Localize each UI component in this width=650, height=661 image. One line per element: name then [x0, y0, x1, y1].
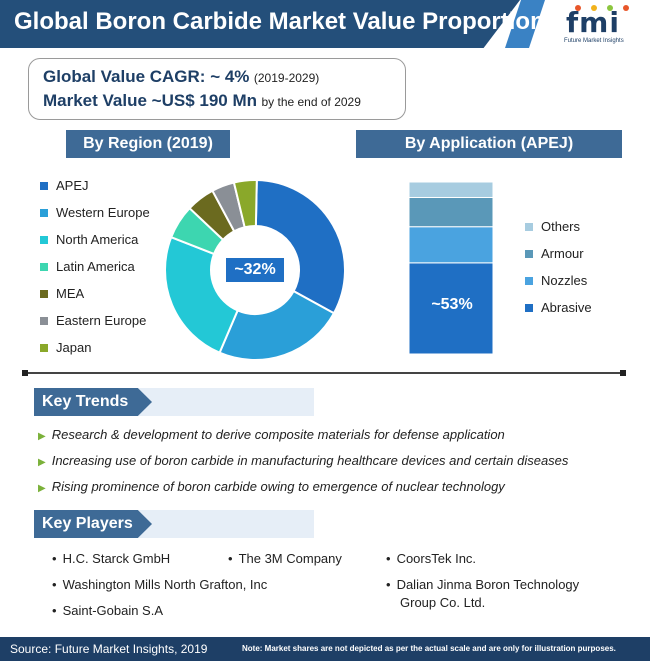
- header: Global Boron Carbide Market Value Propor…: [0, 0, 650, 48]
- footer: Source: Future Market Insights, 2019 Not…: [0, 637, 650, 661]
- legend-label: MEA: [56, 286, 85, 301]
- legend-label: Others: [541, 219, 581, 234]
- legend-swatch: [525, 276, 533, 285]
- bar-segment-nozzles: [408, 226, 494, 264]
- logo-dots-icon: [575, 5, 629, 11]
- player-item: • Washington Mills North Grafton, Inc: [52, 577, 268, 592]
- donut-center-label: ~32%: [226, 258, 284, 282]
- trend-item: ▶ Research & development to derive compos…: [38, 427, 505, 442]
- legend-label: Nozzles: [541, 273, 588, 288]
- legend-label: Eastern Europe: [56, 313, 147, 328]
- logo-subtitle: Future Market Insights: [564, 38, 624, 44]
- footer-source: Source: Future Market Insights, 2019: [10, 642, 208, 656]
- player-item: • Saint-Gobain S.A: [52, 603, 164, 618]
- legend-label: Armour: [541, 246, 584, 261]
- legend-swatch: [40, 181, 48, 190]
- trend-item: ▶ Increasing use of boron carbide in manu…: [38, 453, 569, 468]
- player-item: • The 3M Company: [228, 551, 342, 566]
- legend-item-eastern-europe: Eastern Europe: [40, 313, 146, 328]
- legend-item-nozzles: Nozzles: [525, 273, 587, 288]
- legend-item-armour: Armour: [525, 246, 584, 261]
- legend-swatch: [525, 249, 533, 258]
- bar-center-label: ~53%: [431, 296, 473, 313]
- donut-slice-apej: [254, 178, 346, 315]
- bar-segment-abrasive: [408, 262, 494, 355]
- logo-text: fmi: [566, 6, 620, 39]
- market-line: Market Value ~US$ 190 Mn by the end of 2…: [43, 91, 361, 111]
- legend-label: Abrasive: [541, 300, 592, 315]
- region-donut-chart: [164, 178, 346, 361]
- divider-end-left: [22, 370, 28, 376]
- legend-item-abrasive: Abrasive: [525, 300, 592, 315]
- arrow-right-icon: ▶: [38, 483, 46, 494]
- legend-swatch: [525, 222, 533, 231]
- legend-swatch: [40, 262, 48, 271]
- footer-note: Note: Market shares are not depicted as …: [242, 644, 616, 653]
- legend-item-western-europe: Western Europe: [40, 205, 150, 220]
- region-header: By Region (2019): [66, 130, 230, 158]
- bar-segment-others: [408, 181, 494, 198]
- legend-item-others: Others: [525, 219, 580, 234]
- legend-swatch: [40, 343, 48, 352]
- fmi-logo: fmi Future Market Insights: [560, 5, 646, 46]
- divider-end-right: [620, 370, 626, 376]
- legend-item-mea: MEA: [40, 286, 84, 301]
- summary-box: Global Value CAGR: ~ 4% (2019-2029) Mark…: [28, 58, 406, 120]
- donut-slice-north-america: [164, 235, 239, 355]
- player-item: • Dalian Jinma Boron Technology: [386, 577, 580, 592]
- trends-heading: Key Trends: [34, 388, 152, 416]
- legend-swatch: [40, 208, 48, 217]
- legend-label: North America: [56, 232, 139, 247]
- cagr-period: (2019-2029): [253, 71, 320, 85]
- arrow-right-icon: ▶: [38, 431, 46, 442]
- legend-swatch: [40, 235, 48, 244]
- bar-segment-armour: [408, 196, 494, 228]
- arrow-right-icon: ▶: [38, 457, 46, 468]
- players-heading: Key Players: [34, 510, 152, 538]
- cagr-label: Global Value CAGR: ~ 4%: [43, 67, 250, 86]
- player-item-continued: Group Co. Ltd.: [400, 595, 486, 610]
- page-title: Global Boron Carbide Market Value Propor…: [14, 8, 545, 35]
- trend-item: ▶ Rising prominence of boron carbide owin…: [38, 479, 505, 494]
- application-header: By Application (APEJ): [356, 130, 622, 158]
- legend-label: Latin America: [56, 259, 135, 274]
- header-bar: [0, 0, 520, 48]
- legend-item-latin-america: Latin America: [40, 259, 135, 274]
- application-stacked-bar: [408, 181, 494, 355]
- legend-swatch: [525, 303, 533, 312]
- donut-slice-western-europe: [218, 289, 336, 361]
- section-divider: [26, 372, 624, 374]
- market-label: Market Value ~US$ 190 Mn: [43, 91, 258, 110]
- legend-label: Western Europe: [56, 205, 150, 220]
- player-item: • H.C. Starck GmbH: [52, 551, 171, 566]
- player-item: • CoorsTek Inc.: [386, 551, 477, 566]
- cagr-line: Global Value CAGR: ~ 4% (2019-2029): [43, 67, 319, 87]
- legend-swatch: [40, 316, 48, 325]
- legend-label: Japan: [56, 340, 92, 355]
- legend-swatch: [40, 289, 48, 298]
- market-suffix: by the end of 2029: [261, 95, 361, 109]
- donut-slice-japan: [232, 179, 258, 229]
- legend-item-apej: APEJ: [40, 178, 89, 193]
- legend-label: APEJ: [56, 178, 89, 193]
- legend-item-north-america: North America: [40, 232, 138, 247]
- legend-item-japan: Japan: [40, 340, 91, 355]
